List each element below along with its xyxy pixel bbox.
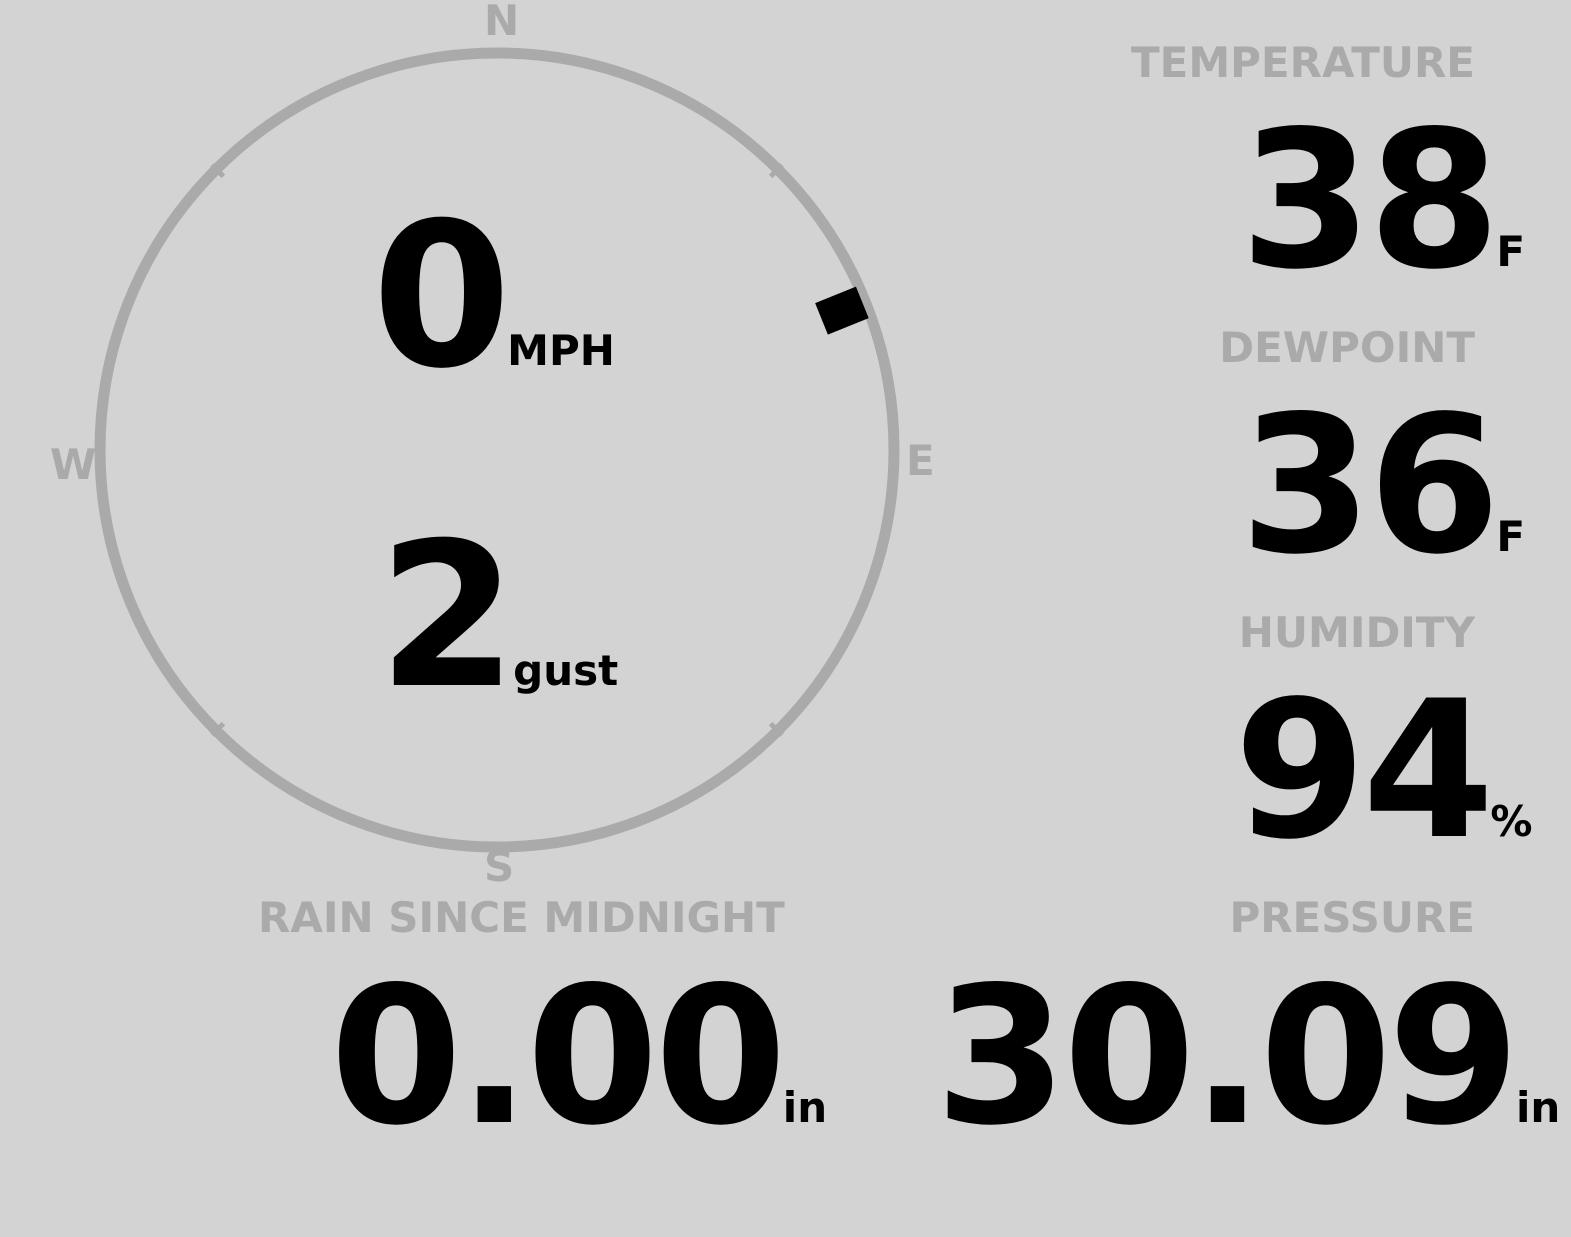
compass-west: W <box>50 440 97 489</box>
pressure-label: PRESSURE <box>1229 893 1475 942</box>
wind-compass <box>94 47 900 853</box>
temperature-value: 38 <box>1240 90 1500 311</box>
compass-tick <box>210 163 226 179</box>
wind-gust-value: 2 <box>378 500 517 733</box>
wind-gust-unit: gust <box>513 646 619 695</box>
pressure-reading: 30.09in <box>935 946 1560 1167</box>
temperature-card: TEMPERATURE <box>1131 38 1475 87</box>
compass-east: E <box>906 436 935 485</box>
compass-north: N <box>484 0 520 45</box>
humidity-reading: 94% <box>1234 660 1533 881</box>
temperature-reading: 38F <box>1240 90 1525 311</box>
wind-speed-unit: MPH <box>507 326 615 375</box>
compass-tick <box>768 721 784 737</box>
temperature-label: TEMPERATURE <box>1131 38 1475 87</box>
pressure-card: PRESSURE <box>1229 893 1475 942</box>
rain-value: 0.00 <box>330 946 787 1167</box>
compass-ring <box>94 47 900 853</box>
humidity-unit: % <box>1490 797 1533 846</box>
rain-unit: in <box>782 1083 828 1132</box>
compass-tick <box>210 721 226 737</box>
temperature-unit: F <box>1496 227 1526 276</box>
pressure-unit: in <box>1516 1083 1561 1132</box>
compass-south: S <box>484 842 515 891</box>
rain-label: RAIN SINCE MIDNIGHT <box>258 893 785 942</box>
wind-direction-marker <box>815 286 869 335</box>
wind-gust: 2gust <box>378 500 618 733</box>
dewpoint-value: 36 <box>1240 375 1500 596</box>
compass-tick <box>768 163 784 179</box>
dewpoint-card: DEWPOINT <box>1219 323 1475 372</box>
wind-speed-value: 0 <box>372 180 511 413</box>
rain-reading: 0.00in <box>330 946 827 1167</box>
dewpoint-label: DEWPOINT <box>1219 323 1475 372</box>
pressure-value: 30.09 <box>935 946 1520 1167</box>
dewpoint-unit: F <box>1496 512 1526 561</box>
compass-ticks <box>210 163 784 737</box>
humidity-card: HUMIDITY <box>1239 608 1475 657</box>
wind-speed: 0MPH <box>372 180 615 413</box>
humidity-label: HUMIDITY <box>1238 608 1475 657</box>
humidity-value: 94 <box>1234 660 1494 881</box>
dewpoint-reading: 36F <box>1240 375 1525 596</box>
